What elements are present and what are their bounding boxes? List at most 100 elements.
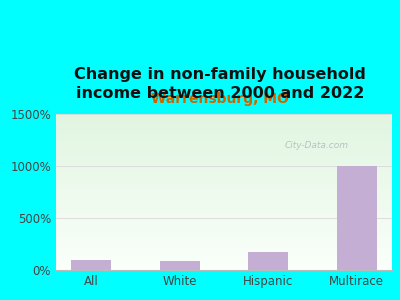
Bar: [56, 268, 392, 270]
Bar: [56, 237, 392, 239]
Bar: [56, 212, 392, 214]
Bar: [56, 208, 392, 209]
Text: City-Data.com: City-Data.com: [284, 141, 348, 150]
Bar: [56, 253, 392, 254]
Bar: [56, 240, 392, 242]
Bar: [56, 192, 392, 194]
Bar: [56, 178, 392, 179]
Bar: [56, 222, 392, 223]
Bar: [56, 136, 392, 137]
Bar: [56, 234, 392, 236]
Bar: [56, 119, 392, 120]
Bar: [56, 261, 392, 262]
Bar: [56, 259, 392, 261]
Bar: [56, 265, 392, 267]
Bar: [56, 133, 392, 134]
Bar: [56, 190, 392, 192]
Bar: [56, 214, 392, 215]
Bar: [56, 250, 392, 251]
Bar: [56, 116, 392, 117]
Bar: [56, 206, 392, 208]
Bar: [56, 217, 392, 218]
Bar: [56, 262, 392, 264]
Bar: [56, 148, 392, 150]
Bar: [56, 139, 392, 140]
Bar: [56, 156, 392, 158]
Bar: [56, 239, 392, 240]
Bar: [56, 130, 392, 131]
Bar: [56, 220, 392, 222]
Bar: [56, 176, 392, 178]
Bar: [56, 186, 392, 187]
Bar: [56, 245, 392, 247]
Bar: [56, 142, 392, 144]
Bar: [56, 137, 392, 139]
Bar: [56, 150, 392, 152]
Bar: [56, 209, 392, 211]
Bar: [56, 267, 392, 268]
Bar: [56, 179, 392, 181]
Bar: [56, 170, 392, 172]
Bar: [56, 173, 392, 175]
Bar: [56, 161, 392, 162]
Bar: [56, 184, 392, 186]
Bar: [56, 140, 392, 142]
Bar: [56, 153, 392, 154]
Bar: [56, 254, 392, 256]
Bar: [56, 215, 392, 217]
Bar: [56, 200, 392, 201]
Bar: [56, 128, 392, 130]
Bar: [56, 225, 392, 226]
Bar: [56, 232, 392, 234]
Bar: [56, 247, 392, 248]
Bar: [56, 256, 392, 257]
Bar: [56, 195, 392, 197]
Bar: [56, 120, 392, 122]
Bar: [56, 131, 392, 133]
Bar: [56, 187, 392, 189]
Bar: [56, 226, 392, 228]
Bar: [248, 252, 288, 270]
Bar: [56, 154, 392, 156]
Bar: [56, 114, 392, 116]
Bar: [56, 158, 392, 159]
Bar: [56, 125, 392, 127]
Bar: [56, 230, 392, 231]
Bar: [56, 205, 392, 206]
Bar: [56, 144, 392, 145]
Bar: [56, 201, 392, 203]
Bar: [56, 181, 392, 183]
Bar: [160, 261, 200, 270]
Bar: [56, 134, 392, 136]
Bar: [56, 211, 392, 212]
Bar: [56, 147, 392, 148]
Bar: [56, 164, 392, 166]
Bar: [56, 223, 392, 225]
Bar: [56, 203, 392, 205]
Bar: [56, 169, 392, 170]
Bar: [56, 231, 392, 232]
Bar: [56, 242, 392, 244]
Bar: [71, 260, 111, 270]
Bar: [56, 244, 392, 245]
Bar: [56, 198, 392, 200]
Bar: [56, 152, 392, 153]
Bar: [56, 236, 392, 237]
Bar: [56, 145, 392, 147]
Bar: [56, 194, 392, 195]
Bar: [56, 159, 392, 161]
Bar: [56, 172, 392, 173]
Bar: [56, 228, 392, 230]
Bar: [337, 166, 377, 270]
Bar: [56, 167, 392, 169]
Bar: [56, 218, 392, 220]
Bar: [56, 248, 392, 250]
Text: Warrensburg, MO: Warrensburg, MO: [151, 92, 289, 106]
Bar: [56, 162, 392, 164]
Bar: [56, 189, 392, 190]
Text: Change in non-family household
income between 2000 and 2022: Change in non-family household income be…: [74, 67, 366, 100]
Bar: [56, 166, 392, 167]
Bar: [56, 197, 392, 198]
Bar: [56, 257, 392, 259]
Bar: [56, 117, 392, 119]
